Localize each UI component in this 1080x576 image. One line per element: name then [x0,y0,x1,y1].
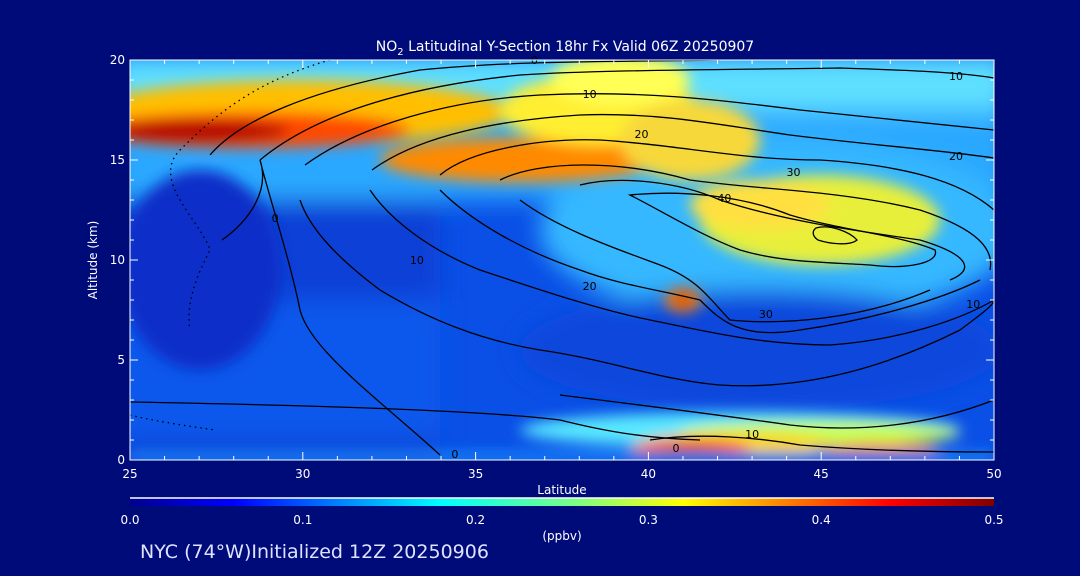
colorbar: 0.0 0.1 0.2 0.3 0.4 0.5 (ppbv) [120,497,1004,543]
y-tick-label: 0 [117,453,125,467]
y-tick-label: 10 [110,253,125,267]
chart-title: NO2 Latitudinal Y-Section 18hr Fx Valid … [376,39,754,58]
colorbar-tick-label: 0.3 [639,513,658,527]
x-tick-label: 40 [641,467,656,481]
colorbar-gradient [130,498,994,506]
y-tick-label: 20 [110,53,125,67]
x-axis-ticks: 25 30 35 40 45 50 [122,60,1002,481]
y-axis-ticks: 0 5 10 15 20 [110,53,994,467]
contour-label: 0 [673,442,680,455]
y-tick-label: 5 [117,353,125,367]
contour-label: 10 [949,70,963,83]
contour-label: 20 [634,128,648,141]
colorbar-tick-label: 0.4 [812,513,831,527]
contour-label: 10 [966,298,980,311]
y-tick-label: 15 [110,153,125,167]
footer-caption: NYC (74°W)Initialized 12Z 20250906 [140,541,489,563]
contour-lines [130,60,994,456]
contour-label: 30 [759,308,773,321]
x-tick-label: 25 [122,467,137,481]
contour-label: 0 [451,448,458,461]
x-axis-label: Latitude [537,483,586,497]
colorbar-tick-label: 0.2 [466,513,485,527]
x-tick-label: 30 [295,467,310,481]
x-tick-label: 50 [986,467,1001,481]
y-axis-label: Altitude (km) [86,221,100,300]
colorbar-ticks: 0.0 0.1 0.2 0.3 0.4 0.5 [120,513,1003,527]
contour-label: 30 [787,166,801,179]
contour-label: 10 [410,254,424,267]
x-tick-label: 45 [814,467,829,481]
contour-label: 0 [272,212,279,225]
contour-label: 40 [717,192,731,205]
x-tick-label: 35 [468,467,483,481]
contour-label: 20 [949,150,963,163]
heatmap-field [130,60,994,460]
colorbar-label: (ppbv) [542,529,581,543]
contour-label: 20 [583,280,597,293]
contour-label: 10 [583,88,597,101]
colorbar-tick-label: 0.0 [120,513,139,527]
colorbar-tick-label: 0.5 [984,513,1003,527]
contour-label: 10 [745,428,759,441]
colorbar-tick-label: 0.1 [293,513,312,527]
